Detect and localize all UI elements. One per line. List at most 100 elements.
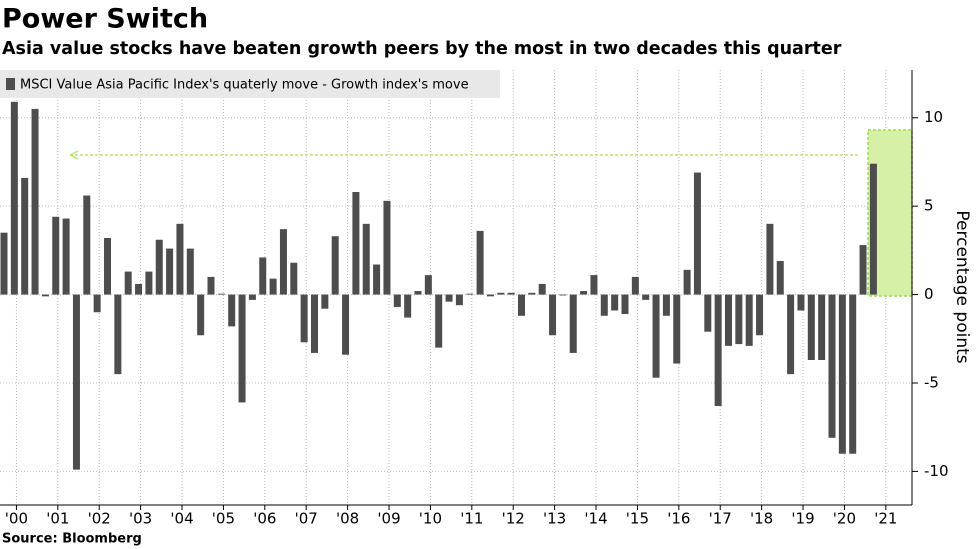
bar	[352, 192, 360, 295]
bar	[31, 108, 39, 295]
bar	[72, 294, 80, 470]
bar	[300, 294, 308, 343]
x-tick-label: '21	[874, 510, 897, 528]
x-tick-label: '13	[543, 510, 566, 528]
bar	[559, 294, 567, 296]
y-tick-label: 10	[924, 108, 943, 126]
bar	[311, 294, 318, 353]
y-tick-label: -10	[924, 462, 949, 480]
bar	[52, 216, 60, 295]
bar	[238, 294, 246, 403]
bar	[828, 294, 836, 438]
x-tick-label: '06	[253, 510, 276, 528]
bar	[807, 294, 815, 360]
legend-label: MSCI Value Asia Pacific Index's quaterly…	[20, 78, 469, 93]
bar	[600, 294, 608, 316]
x-tick-label: '03	[129, 510, 152, 528]
bar	[662, 294, 670, 316]
bar	[869, 163, 877, 295]
bar	[693, 172, 701, 295]
bar	[683, 269, 691, 295]
bar	[373, 264, 381, 295]
bar	[859, 245, 867, 295]
bar	[466, 293, 474, 295]
bar	[714, 294, 722, 406]
bar	[455, 294, 463, 306]
bar	[166, 248, 174, 295]
bar	[445, 294, 453, 302]
x-tick-label: '00	[5, 510, 28, 528]
bar	[673, 294, 681, 364]
bar	[362, 223, 370, 295]
source: Source: Bloomberg	[2, 532, 142, 547]
bar	[652, 294, 660, 378]
x-tick-label: '15	[626, 510, 649, 528]
bar	[787, 294, 795, 375]
bar	[486, 294, 494, 297]
bar	[383, 200, 391, 295]
bar	[818, 294, 826, 360]
bar	[725, 294, 732, 346]
x-tick-label: '08	[336, 510, 359, 528]
bar	[404, 294, 412, 318]
bar	[393, 294, 401, 307]
x-tick-label: '02	[88, 510, 111, 528]
bar	[838, 294, 846, 454]
x-tick-label: '14	[584, 510, 607, 528]
bar	[435, 294, 443, 348]
x-tick-label: '10	[419, 510, 442, 528]
legend-swatch	[6, 78, 15, 90]
bar	[145, 271, 153, 295]
bar	[766, 223, 774, 295]
legend	[0, 70, 500, 98]
bar	[279, 229, 287, 295]
x-tick-label: '17	[709, 510, 732, 528]
bar	[507, 292, 515, 295]
bar	[342, 294, 350, 355]
bar	[621, 294, 629, 315]
y-tick-label: 5	[924, 197, 934, 215]
bar	[248, 294, 256, 300]
bar	[155, 239, 163, 295]
x-tick-label: '05	[212, 510, 235, 528]
bar	[642, 294, 650, 300]
bar	[135, 283, 143, 295]
bar	[269, 278, 277, 295]
y-tick-label: 0	[924, 285, 934, 303]
y-tick-label: -5	[924, 373, 939, 391]
bar	[611, 294, 619, 311]
bar	[518, 294, 525, 316]
bar	[414, 291, 422, 295]
bar	[83, 195, 91, 295]
x-tick-label: '18	[750, 510, 773, 528]
x-tick-label: '16	[667, 510, 690, 528]
x-tick-label: '20	[833, 510, 856, 528]
bar	[114, 294, 122, 375]
bar	[21, 177, 29, 295]
bar	[259, 257, 267, 295]
chart-title: Power Switch	[2, 4, 208, 35]
bar	[580, 291, 588, 295]
bar	[207, 276, 215, 295]
bar	[217, 293, 225, 295]
x-tick-label: '12	[502, 510, 525, 528]
x-tick-label: '04	[170, 510, 193, 528]
bar	[704, 294, 712, 332]
bar	[497, 292, 505, 295]
bar	[735, 294, 743, 345]
bar	[228, 294, 236, 327]
bar	[321, 294, 329, 309]
bar	[424, 275, 432, 295]
bar	[124, 271, 132, 295]
bar	[849, 294, 857, 454]
bar	[0, 232, 8, 295]
x-tick-label: '01	[46, 510, 69, 528]
bar	[290, 262, 298, 295]
highlight	[69, 129, 913, 297]
bar	[569, 294, 577, 353]
bar	[528, 292, 536, 295]
bar	[176, 223, 184, 295]
bar	[186, 248, 194, 295]
bar	[745, 294, 753, 346]
